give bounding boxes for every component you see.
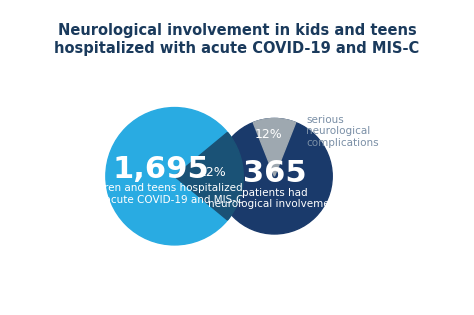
- Wedge shape: [174, 132, 243, 220]
- Wedge shape: [253, 118, 296, 176]
- Text: 12%: 12%: [255, 128, 283, 141]
- Text: 365: 365: [243, 159, 306, 188]
- Text: children and teens hospitalized
with acute COVID-19 and MIS-C: children and teens hospitalized with acu…: [79, 183, 243, 205]
- Circle shape: [106, 107, 243, 245]
- Text: 22%: 22%: [199, 166, 226, 179]
- Circle shape: [217, 118, 332, 234]
- Polygon shape: [226, 121, 283, 231]
- Text: Neurological involvement in kids and teens
hospitalized with acute COVID-19 and : Neurological involvement in kids and tee…: [55, 23, 419, 56]
- Text: patients had
neurological involvement: patients had neurological involvement: [208, 188, 341, 209]
- Text: 1,695: 1,695: [112, 155, 209, 184]
- Text: serious
neurological
complications: serious neurological complications: [306, 115, 379, 148]
